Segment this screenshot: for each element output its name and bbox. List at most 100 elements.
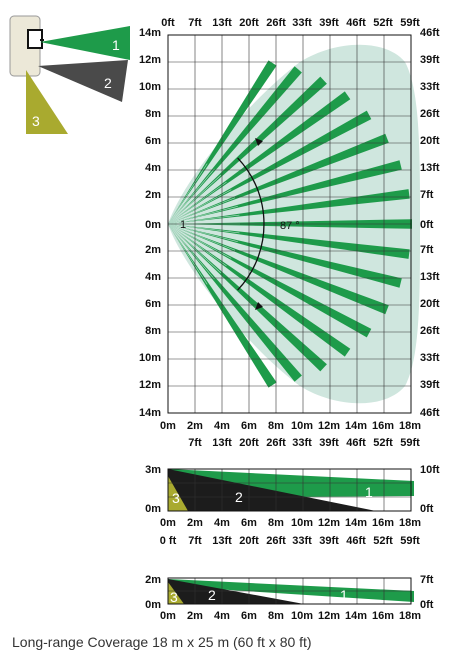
tick-label: 7ft [188,535,202,547]
tick-label: 0m [145,599,161,611]
legend-zone-3-label: 3 [32,113,40,129]
side-2-zone-2 [168,579,304,604]
tick-label: 46ft [420,407,440,419]
tick-label: 26ft [266,17,286,29]
tick-label: 33ft [420,81,440,93]
tick-label: 39ft [420,379,440,391]
beam-ray [167,214,240,225]
side-1-zone-2 [168,469,376,511]
tick-label: 0m [160,610,176,622]
side-view-2: 0 ft 7ft 13ft 20ft 26ft 33ft 39ft 46ft 5… [145,535,434,622]
side-2-zone-2-label: 2 [208,587,216,603]
tick-label: 20ft [420,298,440,310]
tick-label: 12m [318,420,340,432]
tick-label: 33ft [292,535,312,547]
tick-label: 14m [345,517,367,529]
side-view-1-m-labels: 0m 2m 4m 6m 8m 10m 12m 14m 16m 18m [160,517,421,529]
tick-label: 2m [145,244,161,256]
tick-label: 7ft [420,574,434,586]
legend-zone-1-label: 1 [112,37,120,53]
beam [168,110,372,224]
tick-label: 52ft [373,535,393,547]
tick-label: 26ft [266,437,286,449]
angle-arc [237,157,265,291]
tick-label: 46ft [420,27,440,39]
side-2-zone-3 [168,582,184,604]
side-2-zone-1 [168,579,414,602]
tick-label: 10m [139,81,161,93]
side-view-1-ft-labels: 7ft 13ft 20ft 26ft 33ft 39ft 46ft 52ft 5… [188,437,420,449]
tick-label: 0m [160,517,176,529]
tick-label: 8m [268,610,284,622]
tick-label: 6m [241,420,257,432]
side-view-2-grid [167,577,412,605]
tick-label: 26ft [266,535,286,547]
tick-label: 7ft [188,17,202,29]
beam [168,224,402,288]
beam-ray [167,223,227,267]
beam [168,160,402,224]
side-2-zone-1-label: 1 [340,587,348,603]
side-1-zone-3 [168,476,188,511]
tick-label: 0m [145,219,161,231]
tick-label: 16m [372,610,394,622]
tick-label: 8m [268,420,284,432]
tick-label: 0ft [420,599,434,611]
tick-label: 12m [318,517,340,529]
tick-label: 7ft [420,189,434,201]
top-view: 87 ° 1 0ft 7ft 13ft 20ft 26ft 33ft 39ft … [139,17,440,432]
tick-label: 59ft [400,17,420,29]
tick-label: 13ft [420,271,440,283]
tick-label: 18m [399,517,421,529]
beam-ray [167,223,240,234]
tick-label: 14m [139,407,161,419]
tick-label: 4m [145,162,161,174]
legend: 1 2 3 [9,15,130,134]
tick-label: 4m [214,517,230,529]
legend-zone-3: 3 [26,70,68,134]
top-view-x-ft-labels: 0ft 7ft 13ft 20ft 26ft 33ft 39ft 46ft 52… [161,17,420,29]
side-1-zone-2-label: 2 [235,489,243,505]
tick-label: 2m [187,517,203,529]
beam [168,224,351,357]
tick-label: 12m [139,379,161,391]
side-view-2-ft-labels: 0 ft 7ft 13ft 20ft 26ft 33ft 39ft 46ft 5… [160,535,420,547]
tick-label: 33ft [292,17,312,29]
grid-frame [167,34,412,414]
tick-label: 0m [160,420,176,432]
tick-label: 4m [145,271,161,283]
beam-ray [167,174,222,225]
tick-label: 39ft [319,17,339,29]
beam [168,224,410,259]
tick-label: 8m [145,108,161,120]
beam-ray [167,223,238,243]
tick-label: 16m [372,517,394,529]
beam [168,133,389,224]
tick-label: 12m [139,54,161,66]
tick-label: 46ft [346,535,366,547]
tick-label: 18m [399,610,421,622]
tick-label: 10m [291,517,313,529]
tick-label: 7ft [420,244,434,256]
tick-label: 10ft [420,464,440,476]
tick-label: 13ft [420,162,440,174]
beam [168,224,372,338]
legend-zone-1: 1 [40,26,130,60]
beam-ray [167,205,238,225]
grid-frame [167,577,412,605]
tick-label: 2m [145,574,161,586]
side-view-1: 7ft 13ft 20ft 26ft 33ft 39ft 46ft 52ft 5… [145,437,440,529]
tick-label: 10m [291,420,313,432]
tick-label: 52ft [373,17,393,29]
tick-label: 33ft [420,352,440,364]
tick-label: 0ft [420,219,434,231]
tick-label: 10m [291,610,313,622]
beam-ray [167,223,236,251]
tick-label: 26ft [420,108,440,120]
tick-label: 7ft [188,437,202,449]
tick-label: 12m [318,610,340,622]
tick-label: 3m [145,464,161,476]
tick-label: 6m [241,610,257,622]
tick-label: 13ft [212,17,232,29]
tick-label: 8m [268,517,284,529]
